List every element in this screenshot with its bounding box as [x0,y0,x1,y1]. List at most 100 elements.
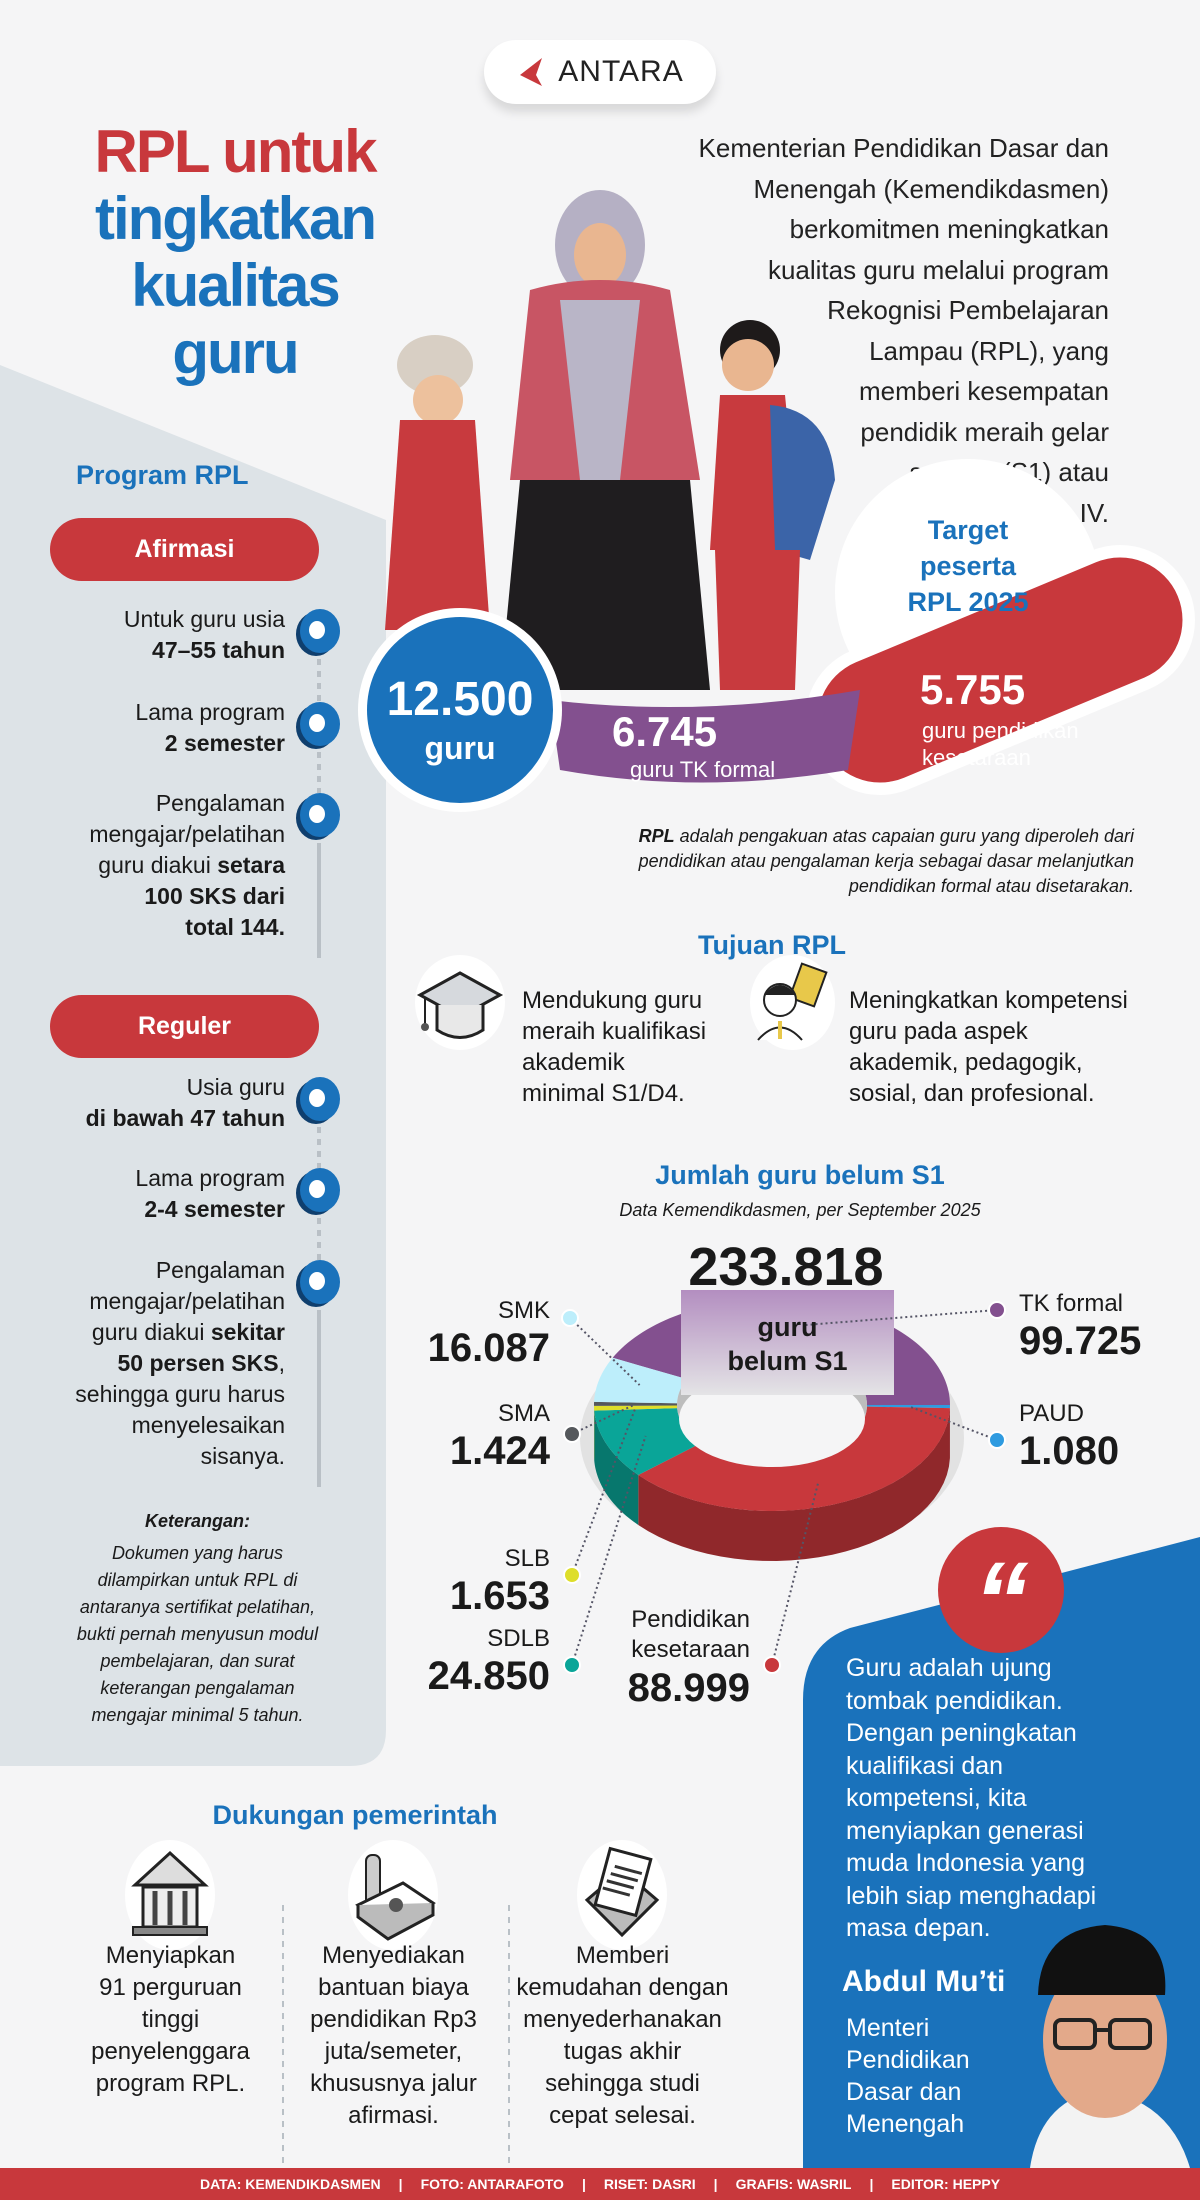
footer-separator: | [869,2176,874,2192]
quote-mark-icon: “ [938,1527,1064,1663]
intro-line: Menengah (Kemendikdasmen) [753,173,1109,204]
dukungan-item: Menyiapkan 91 perguruan tinggi penyelenggar… [63,1940,278,2100]
slice-paud [866,1405,950,1409]
kesetaraan-label-line: kesetaraan [922,745,1031,770]
antara-logo: ANTARA [484,40,716,104]
slice-value: 99.725 [1019,1319,1142,1363]
item-line: sehingga guru harus [75,1379,285,1410]
intro-line: Lampau (RPL), yang [869,335,1109,366]
tujuan-line: minimal S1/D4. [522,1080,685,1107]
item-text: 47–55 tahun [152,637,285,663]
dukungan-line: tugas akhir [563,2038,682,2065]
tujuan-item: Mendukung guru meraih kualifikasi akademik… [522,985,706,1109]
intro-line: Kementerian Pendidikan Dasar dan [698,133,1109,163]
legend-dot [563,1425,581,1443]
dukungan-line: khususnya jalur [310,2070,477,2097]
label-smk: SMK 16.087 [428,1297,550,1371]
timeline-dot-icon [300,1168,340,1212]
item-text: setara [217,852,285,878]
dukungan-heading: Dukungan pemerintah [212,1800,498,1830]
item-line: Pengalaman [75,1255,285,1286]
item-line: guru diakui setara [89,850,285,881]
timeline-connector [317,752,321,793]
item-line: menyelesaikan [75,1410,285,1441]
item-text: menyelesaikan [131,1412,285,1438]
definition-text: pendidikan formal atau disetarakan. [848,876,1134,896]
reguler-pill: Reguler [50,995,319,1058]
dukungan-line: Memberi [575,1942,670,1969]
item-line: Lama program [135,697,285,728]
slice-sma [594,1401,678,1406]
item-line: sisanya. [75,1441,285,1472]
center-label-line: guru [757,1312,818,1342]
item-line: guru diakui sekitar [75,1317,285,1348]
tujuan-line: meraih kualifikasi [522,1018,707,1045]
legend-dot [563,1656,581,1674]
timeline-connector [317,1127,321,1168]
dukungan-line: 91 perguruan [99,1974,242,2001]
timeline-connector [317,843,321,958]
note-line: antaranya sertifikat pelatihan, [79,1597,316,1617]
logo-text: ANTARA [558,55,684,88]
divider [507,1905,510,2165]
item-text: 100 SKS dari [144,883,285,909]
page-title: RPL untuk tingkatkan kualitas guru [40,118,430,386]
total-circle [367,617,553,803]
slice-name: TK formal [1019,1290,1124,1317]
item-line: mengajar/pelatihan [89,819,285,850]
timeline-connector [317,659,321,702]
kesetaraan-value: 5.755 [920,666,1026,713]
total-value: 12.500 [386,673,534,726]
note-heading: Keterangan: [144,1511,251,1531]
item-line: mengajar/pelatihan [75,1286,285,1317]
teacher-students-photo [385,190,835,690]
definition-term: RPL [638,826,675,846]
item-line: total 144. [89,912,285,943]
quote-line: tombak pendidikan. [846,1686,1063,1715]
item-text: Pengalaman [155,1257,285,1283]
legend-dot [988,1431,1006,1449]
item-line: 47–55 tahun [124,635,285,666]
item-text: sehingga guru harus [75,1381,285,1407]
chart-title: Jumlah guru belum S1 [655,1160,945,1190]
tk-formal-band [550,690,860,783]
quote-line: menyiapkan generasi [846,1816,1084,1845]
slice-name: kesetaraan [631,1636,750,1663]
leader-line [908,1405,998,1441]
definition-text: adalah pengakuan atas capaian guru yang … [674,826,1134,846]
target-heading: Target peserta RPL 2025 [840,512,1096,620]
title-line: RPL untuk [94,118,378,185]
reguler-item: Usia guru di bawah 47 tahun [86,1072,285,1134]
item-text: Untuk guru usia [123,606,285,632]
slice-name: SLB [504,1545,550,1572]
quote-line: kompetensi, kita [846,1784,1027,1812]
dukungan-line: pendidikan Rp3 [310,2006,477,2033]
leader-line [569,1317,641,1386]
quote-line: kualifikasi dan [846,1751,1004,1780]
timeline-dot-icon [300,702,340,746]
credit-item: RISET: DASRI [603,2176,696,2192]
intro-line: pendidik meraih gelar [860,416,1109,447]
note-line: dilampirkan untuk RPL di [97,1570,298,1590]
title-line: kualitas [131,252,340,319]
note-line: pembelajaran, dan surat [100,1651,295,1671]
dukungan-line: bantuan biaya [318,1974,469,2001]
label-paud: PAUD 1.080 [1019,1400,1119,1474]
tk-label: guru TK formal [630,757,776,782]
legend-dot [561,1309,579,1327]
item-line: Usia guru [86,1072,285,1103]
quote-author: Abdul Mu’ti [842,1965,1006,1998]
item-text: sisanya. [200,1443,285,1469]
slice-name: SMK [497,1297,550,1324]
item-text: , [278,1350,285,1376]
leader-line [571,1435,647,1666]
item-text: mengajar/pelatihan [89,1288,285,1314]
note-text: Dokumen yang harus dilampirkan untuk RPL … [40,1540,355,1729]
slice-pendidikan-kesetaraan [638,1406,950,1511]
tujuan-line: Mendukung guru [522,987,703,1014]
slice-name: SDLB [487,1625,550,1652]
reguler-item: Lama program 2-4 semester [135,1163,285,1225]
rpl-definition: RPL adalah pengakuan atas capaian guru y… [639,824,1134,899]
